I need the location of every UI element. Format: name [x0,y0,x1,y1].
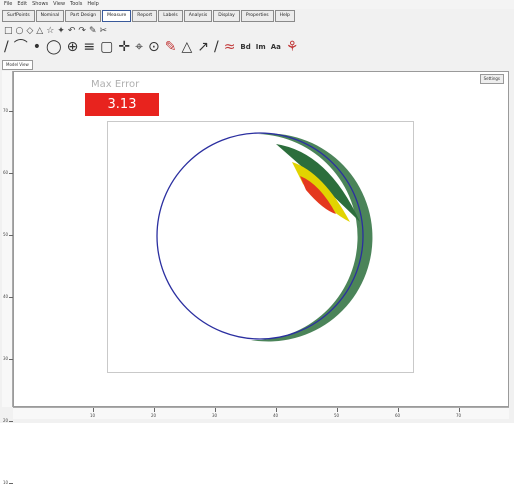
tab-properties[interactable]: Properties [240,10,274,22]
vruler-label: 30 [3,356,9,361]
vruler-tick [9,297,13,298]
vertical-ruler: 70 60 50 40 30 20 10 [2,71,13,485]
horizontal-ruler: 10 20 30 40 50 60 70 [13,407,509,419]
menu-item-edit[interactable]: Edit [17,1,28,7]
tool-icon-9[interactable]: ⊙ [147,39,160,55]
deviation-circle-graphic [156,132,373,342]
menu-item-shows[interactable]: Shows [32,1,49,7]
toolbar-icon-9[interactable]: ✂ [99,26,108,36]
ribbon-tabs: SurfPoints Nominal Part Design Measure Repor… [2,10,295,22]
hruler-label: 70 [456,413,462,418]
toolbar-icon-2[interactable]: ◇ [26,26,34,36]
hruler-tick [215,408,216,412]
tool-icon-8[interactable]: ⌖ [135,39,143,55]
toolbar-icon-8[interactable]: ✎ [88,26,97,36]
hruler-label: 30 [212,413,218,418]
tab-report[interactable]: Report [132,10,158,22]
tool-icon-2[interactable]: • [32,39,41,55]
hruler-label: 60 [395,413,401,418]
tab-display[interactable]: Display [213,10,240,22]
tool-icon-7[interactable]: ✛ [118,39,131,55]
vruler-tick [9,111,13,112]
tool-icon-11[interactable]: △ [181,39,193,55]
toolbar-icon-1[interactable]: ○ [15,26,24,36]
hruler-tick [337,408,338,412]
menu-item-help[interactable]: Help [87,1,99,7]
tool-icon-1[interactable]: ⌒ [13,39,28,55]
tool-icon-18[interactable]: ⚘ [285,39,299,55]
toolbar-tools: / ⌒ • ◯ ⊕ ≡ ▢ ✛ ⌖ ⊙ ✎ △ ↗ / ≈ Bd Im Aa ⚘ [4,38,298,56]
toolbar-selection: □ ○ ◇ △ ☆ ✦ ↶ ↷ ✎ ✂ [4,24,107,38]
menu-item-file[interactable]: File [4,1,13,7]
vruler-label: 10 [3,480,9,485]
tab-part-design[interactable]: Part Design [65,10,102,22]
hruler-tick [276,408,277,412]
toolbar-icon-7[interactable]: ↷ [78,26,86,36]
tool-icon-17[interactable]: Aa [270,43,281,51]
toolbar-icon-0[interactable]: □ [4,26,13,36]
vruler-label: 60 [3,170,9,175]
deviation-error-band [300,176,336,214]
vruler-label: 70 [3,108,9,113]
settings-button[interactable]: Settings [479,74,504,84]
hruler-label: 10 [90,413,96,418]
hruler-tick [398,408,399,412]
tab-surfpoints[interactable]: SurfPoints [2,10,35,22]
tab-labels[interactable]: Labels [158,10,183,22]
tool-icon-4[interactable]: ⊕ [66,39,79,55]
menu-item-tools[interactable]: Tools [70,1,83,7]
toolbar-icon-6[interactable]: ↶ [67,26,76,36]
deviation-plot[interactable] [107,121,414,373]
vruler-tick [9,359,13,360]
hruler-tick [93,408,94,412]
tool-icon-10[interactable]: ✎ [164,39,177,55]
menu-bar: File Edit Shows View Tools Help [0,0,514,9]
toolbar-icon-5[interactable]: ✦ [57,26,65,36]
tab-help[interactable]: Help [274,10,295,22]
tool-icon-14[interactable]: ≈ [223,39,236,55]
vruler-tick [9,173,13,174]
toolbar-icon-4[interactable]: ☆ [46,26,55,36]
max-error-label: Max Error [91,79,140,90]
hruler-label: 20 [151,413,157,418]
tab-analysis[interactable]: Analysis [183,10,213,22]
toolbar-icon-3[interactable]: △ [36,26,44,36]
tool-icon-12[interactable]: ↗ [197,39,209,55]
tool-icon-5[interactable]: ≡ [83,39,96,55]
document-tab[interactable]: Model View [2,60,33,70]
vruler-tick [9,421,13,422]
vruler-label: 50 [3,232,9,237]
tool-icon-0[interactable]: / [4,39,9,55]
tool-icon-3[interactable]: ◯ [45,39,62,55]
vruler-label: 40 [3,294,9,299]
vruler-label: 20 [3,418,9,423]
vruler-tick [9,483,13,484]
nominal-circle [156,132,364,340]
tab-measure[interactable]: Measure [102,10,132,22]
tool-icon-16[interactable]: Im [255,43,266,51]
tool-icon-15[interactable]: Bd [240,43,251,51]
hruler-tick [459,408,460,412]
vruler-tick [9,235,13,236]
hruler-label: 50 [334,413,340,418]
tool-icon-6[interactable]: ▢ [100,39,114,55]
tab-nominal[interactable]: Nominal [35,10,65,22]
tool-icon-13[interactable]: / [213,39,219,55]
hruler-label: 40 [273,413,279,418]
max-error-value: 3.13 [85,93,159,116]
hruler-tick [154,408,155,412]
menu-item-view[interactable]: View [53,1,66,7]
